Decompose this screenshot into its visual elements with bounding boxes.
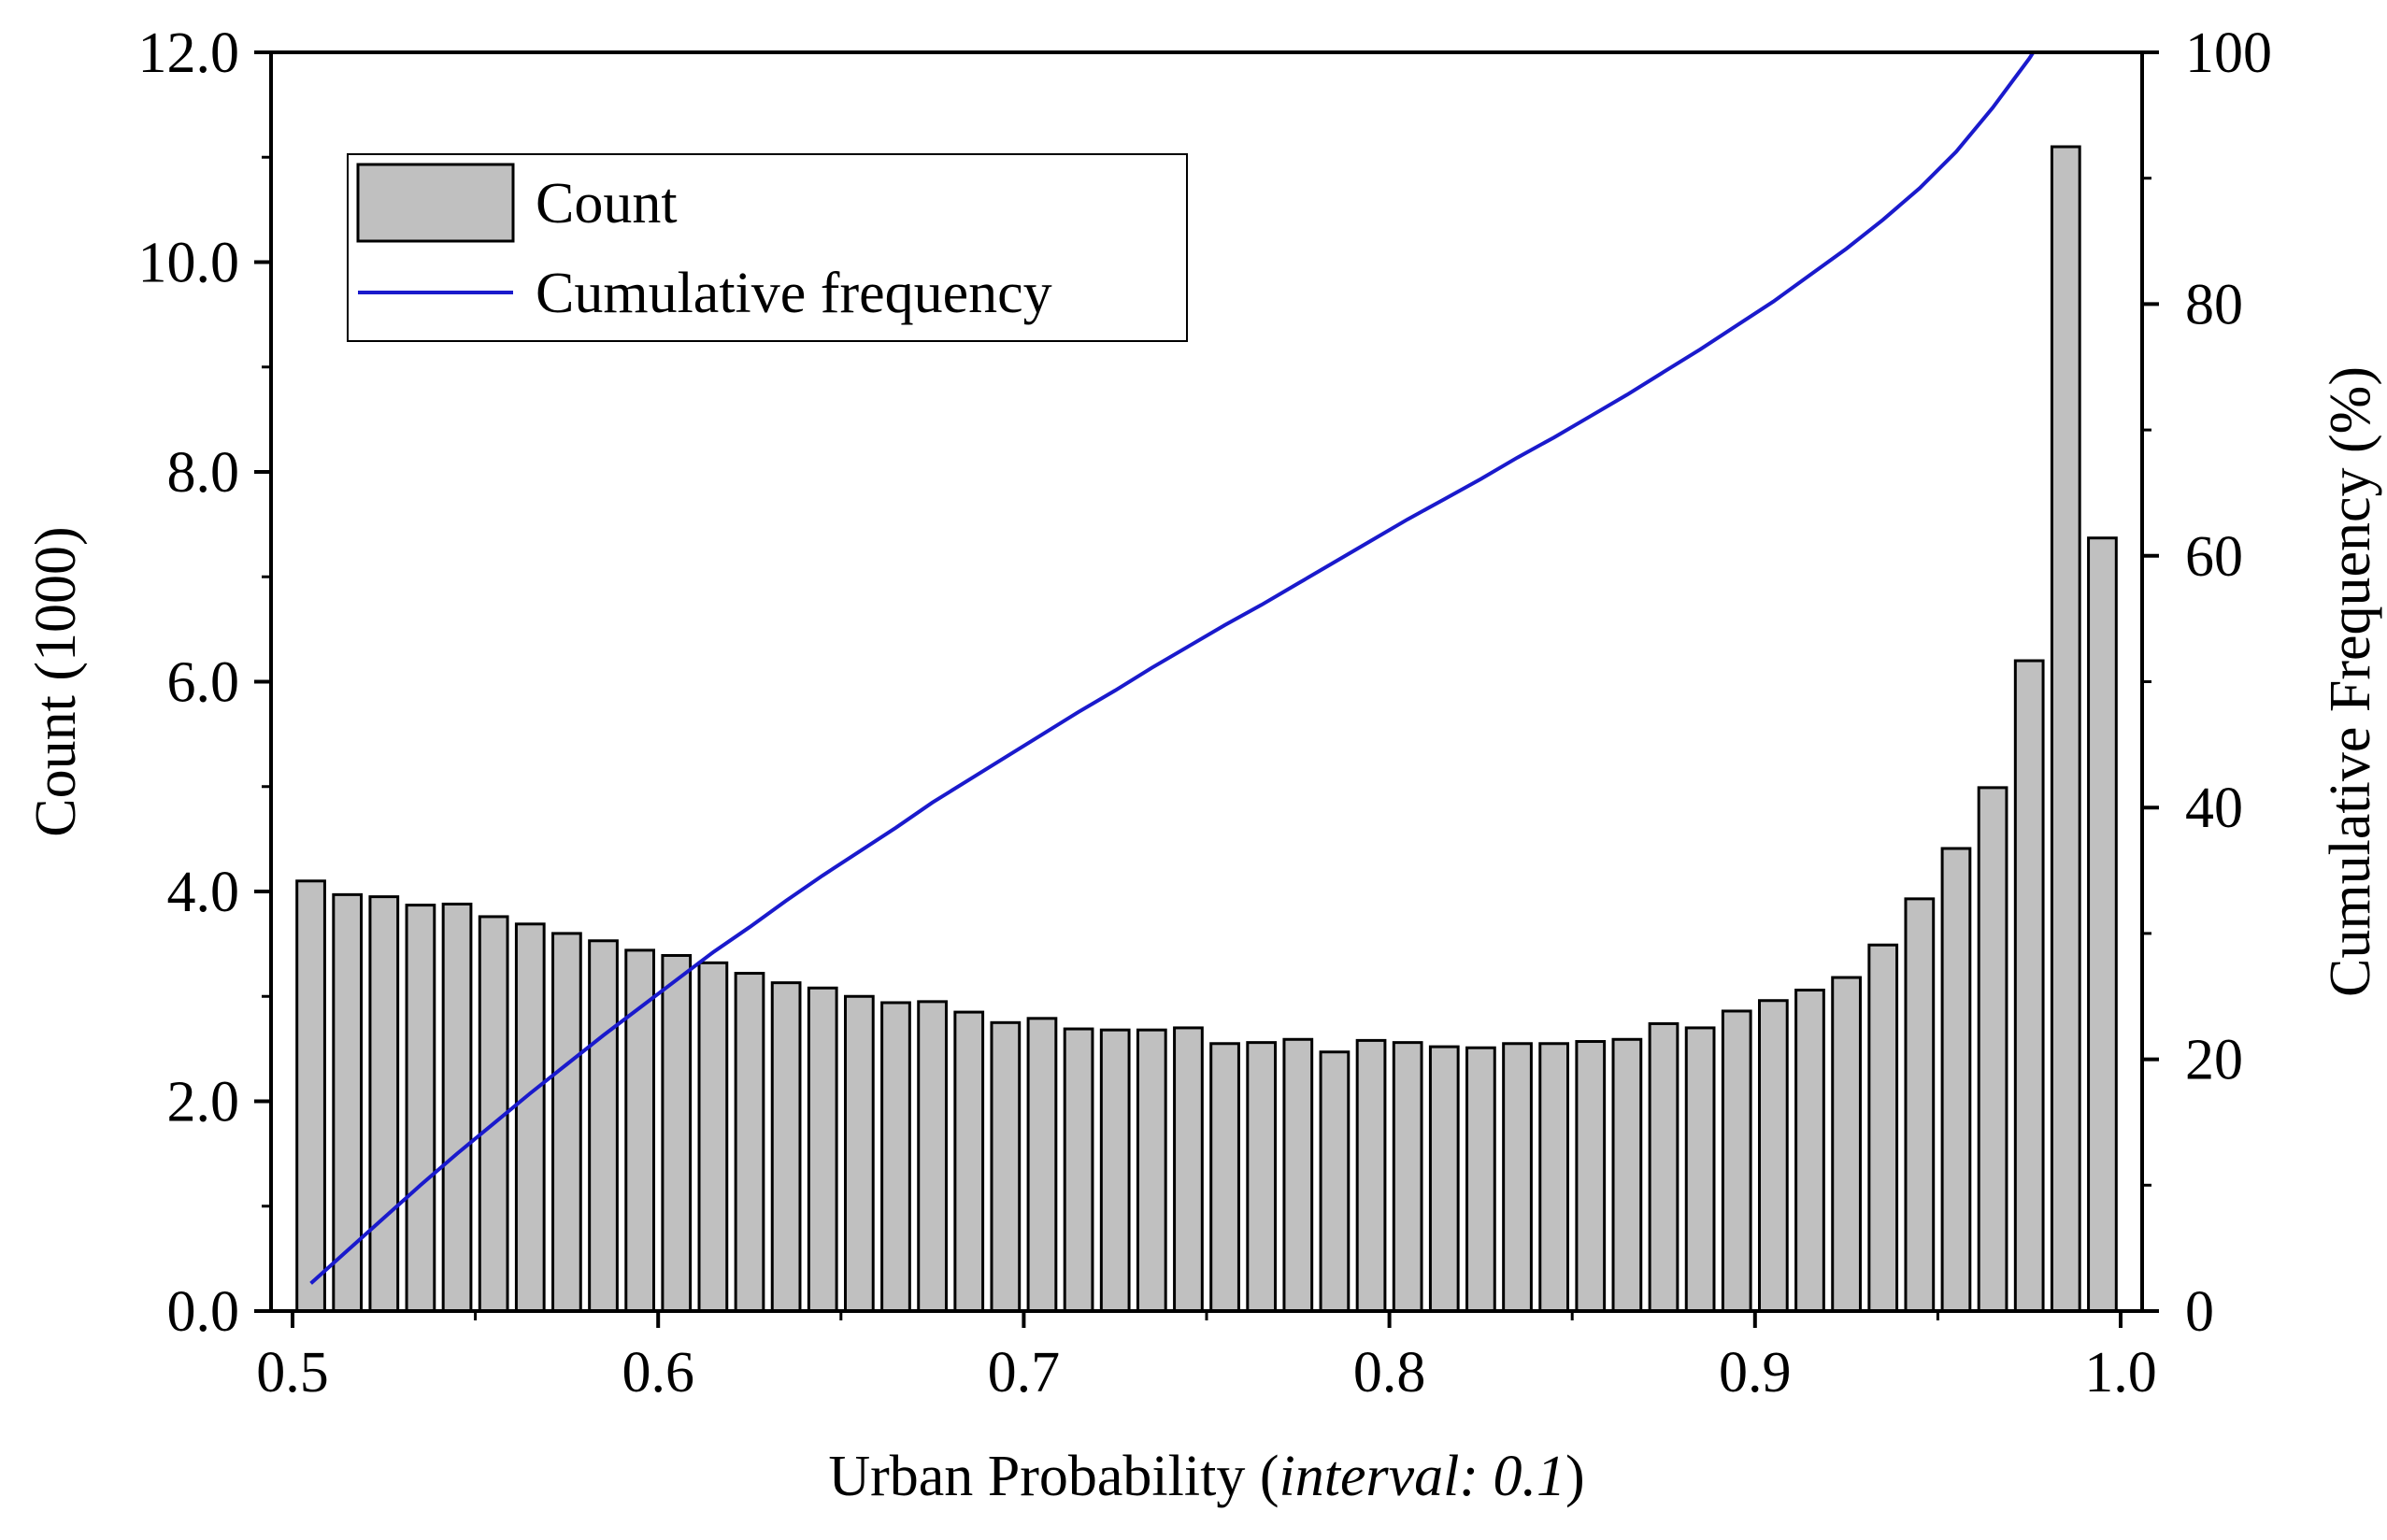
- y-left-tick-label: 0.0: [167, 1280, 240, 1344]
- count-bar: [1794, 989, 1825, 1313]
- count-bar: [1136, 1028, 1167, 1313]
- count-bar: [405, 904, 436, 1313]
- count-bar: [1026, 1017, 1058, 1313]
- count-bar: [1831, 976, 1862, 1313]
- count-bar: [1721, 1009, 1752, 1313]
- count-bar: [770, 981, 802, 1313]
- y-left-tick-label: 8.0: [167, 441, 240, 505]
- count-bar: [1757, 999, 1789, 1313]
- count-bar: [1063, 1027, 1094, 1313]
- x-axis-title-main: Urban Probability: [828, 1445, 1245, 1508]
- count-bar: [1940, 847, 1972, 1313]
- y-right-tick-label: 80: [2185, 273, 2243, 336]
- legend-count-swatch: [356, 163, 515, 243]
- x-tick-label: 0.9: [1719, 1341, 1792, 1405]
- right-y-axis-title: Cumulative Frequency (%): [2319, 366, 2382, 997]
- count-bar: [2013, 659, 2045, 1313]
- count-bar: [441, 902, 473, 1313]
- left-y-axis-title: Count (1000): [24, 526, 88, 836]
- y-right-tick-label: 60: [2185, 525, 2243, 589]
- y-right-tick-label: 100: [2185, 21, 2272, 85]
- count-bar: [1502, 1042, 1533, 1313]
- count-bar: [1319, 1050, 1351, 1313]
- count-bar: [1209, 1042, 1240, 1313]
- count-bar: [1684, 1026, 1716, 1313]
- count-bar: [734, 972, 765, 1313]
- count-bar: [1428, 1045, 1460, 1313]
- y-left-tick-label: 6.0: [167, 651, 240, 715]
- count-bar: [1977, 786, 2008, 1313]
- count-bar: [588, 939, 619, 1313]
- left-y-axis-ticks: 0.0 2.0 4.0 6.0 8.0 10.0 12.0: [138, 21, 271, 1344]
- count-bar: [1575, 1040, 1607, 1313]
- x-tick-label: 0.8: [1353, 1341, 1426, 1405]
- count-bar: [1355, 1038, 1387, 1313]
- count-bar: [1392, 1041, 1423, 1313]
- count-bar: [624, 948, 656, 1313]
- x-tick-label: 1.0: [2084, 1341, 2157, 1405]
- count-bar: [1904, 897, 1936, 1313]
- y-left-tick-label: 4.0: [167, 861, 240, 924]
- count-bar: [2087, 536, 2118, 1313]
- x-tick-label: 0.7: [988, 1341, 1061, 1405]
- count-bar: [1465, 1046, 1496, 1313]
- count-bar: [917, 1000, 948, 1313]
- count-bar: [1538, 1042, 1570, 1313]
- y-left-tick-label: 10.0: [138, 232, 240, 295]
- count-bar: [990, 1020, 1022, 1313]
- count-bar: [661, 953, 693, 1313]
- x-axis-title-close: ): [1565, 1445, 1585, 1508]
- count-bar: [1648, 1021, 1679, 1313]
- legend-count-label: Count: [536, 172, 678, 235]
- count-bar: [514, 922, 546, 1313]
- x-tick-label: 0.6: [622, 1341, 694, 1405]
- count-bar: [807, 986, 838, 1313]
- count-bar: [1867, 943, 1899, 1313]
- count-bar: [1246, 1041, 1278, 1313]
- count-bar: [843, 994, 875, 1313]
- count-bar: [880, 1001, 911, 1313]
- y-left-tick-label: 2.0: [167, 1071, 240, 1134]
- legend-cumulative-label: Cumulative frequency: [536, 262, 1052, 325]
- x-axis-title-open: (: [1260, 1445, 1279, 1508]
- count-bar: [2050, 145, 2081, 1313]
- count-bar: [697, 961, 729, 1313]
- legend: Count Cumulative frequency: [347, 153, 1188, 342]
- y-right-tick-label: 0: [2185, 1280, 2214, 1344]
- x-axis-ticks: 0.5 0.6 0.7 0.8 0.9 1.0: [256, 1311, 2157, 1405]
- x-tick-label: 0.5: [256, 1341, 329, 1405]
- count-bar: [551, 932, 582, 1313]
- x-axis-title: Urban Probability (interval: 0.1): [828, 1445, 1584, 1508]
- x-axis-title-italic: interval: 0.1: [1279, 1445, 1566, 1508]
- count-bar: [1611, 1037, 1643, 1313]
- count-bars: [295, 145, 2118, 1313]
- count-bar: [953, 1010, 985, 1313]
- y-left-tick-label: 12.0: [138, 21, 240, 85]
- count-bar: [1282, 1037, 1314, 1313]
- count-bar: [1173, 1026, 1204, 1313]
- count-bar: [1099, 1028, 1131, 1313]
- count-bar: [368, 895, 400, 1313]
- count-bar: [295, 879, 326, 1313]
- y-right-tick-label: 20: [2185, 1029, 2243, 1092]
- right-y-axis-ticks: 0 20 40 60 80 100: [2142, 21, 2272, 1344]
- cumulative-frequency-line: [309, 52, 2103, 1285]
- y-right-tick-label: 40: [2185, 777, 2243, 840]
